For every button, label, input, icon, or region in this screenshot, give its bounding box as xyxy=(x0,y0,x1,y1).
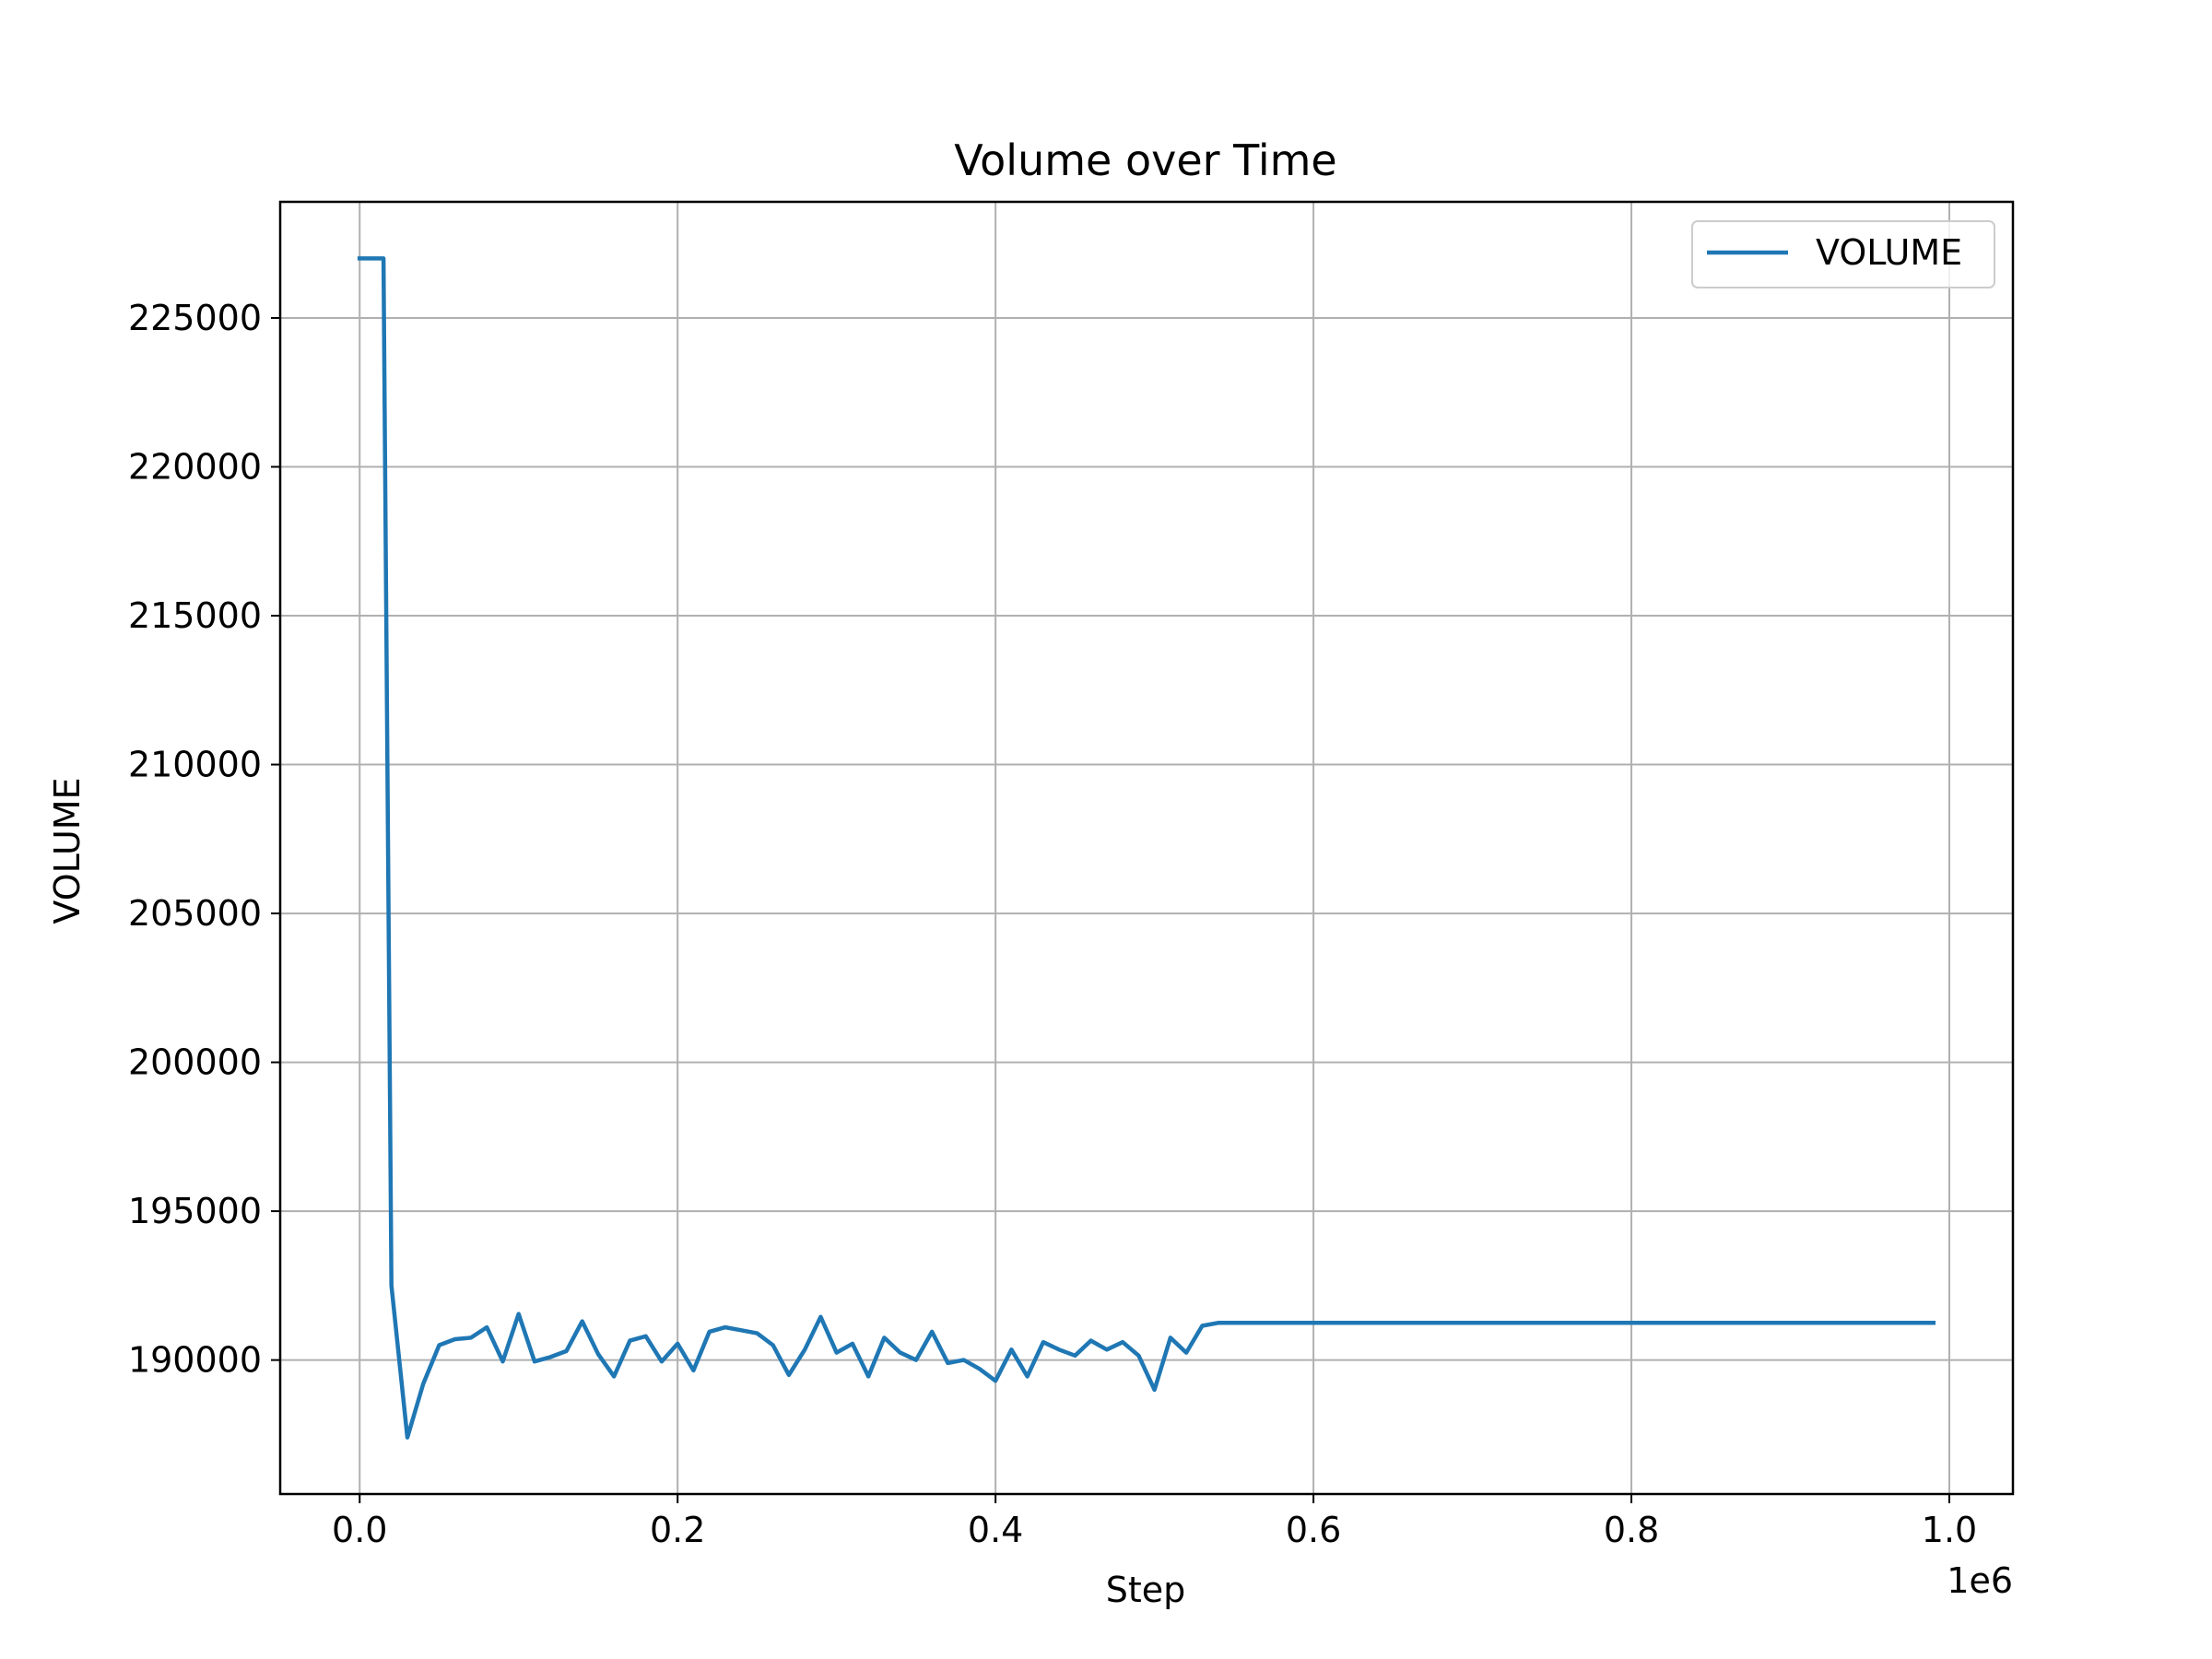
x-tick-label: 0.8 xyxy=(1604,1510,1659,1550)
y-axis-label: VOLUME xyxy=(47,777,88,924)
x-axis-label: Step xyxy=(1106,1570,1186,1610)
y-tick-label: 195000 xyxy=(128,1191,262,1231)
plot-frame xyxy=(278,200,2015,1496)
axis-ticks: 0.0 0.2 0.4 0.6 0.8 1.0 190000 195000 200000 2050… xyxy=(128,298,1977,1550)
grid-lines xyxy=(280,202,2013,1494)
x-tick-label: 0.0 xyxy=(332,1510,387,1550)
x-axis-offset-label: 1e6 xyxy=(1947,1560,2013,1601)
x-tick-label: 1.0 xyxy=(1922,1510,1977,1550)
x-tick-label: 0.6 xyxy=(1286,1510,1341,1550)
series-line-volume xyxy=(357,256,1936,1440)
y-tick-label: 220000 xyxy=(128,447,262,488)
y-tick-label: 225000 xyxy=(128,298,262,338)
legend: VOLUME xyxy=(1691,220,1995,288)
legend-label: VOLUME xyxy=(1816,232,1962,273)
chart-title: Volume over Time xyxy=(954,135,1336,185)
y-tick-label: 205000 xyxy=(128,893,262,934)
series-layer xyxy=(357,256,1936,1440)
y-tick-label: 210000 xyxy=(128,745,262,785)
x-tick-label: 0.2 xyxy=(650,1510,705,1550)
y-tick-label: 215000 xyxy=(128,595,262,636)
x-tick-label: 0.4 xyxy=(968,1510,1023,1550)
y-tick-label: 200000 xyxy=(128,1042,262,1083)
legend-box xyxy=(1691,220,1995,288)
y-tick-label: 190000 xyxy=(128,1340,262,1381)
